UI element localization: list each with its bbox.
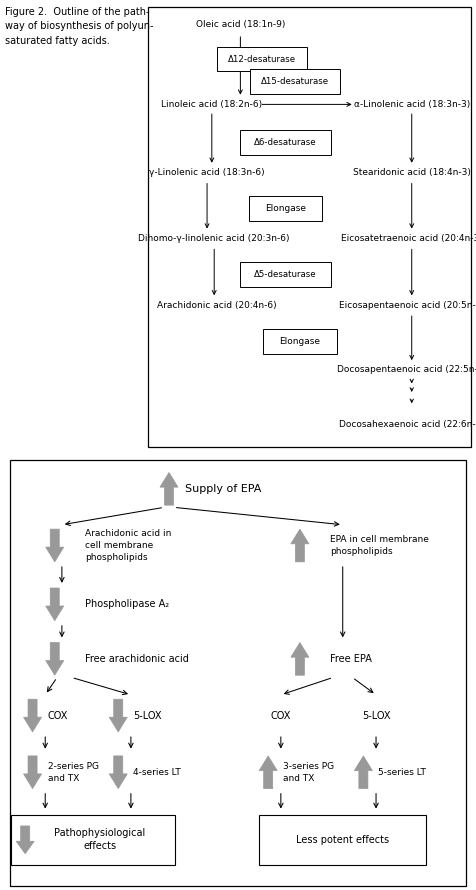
Text: Oleic acid (18:1n-9): Oleic acid (18:1n-9) <box>196 20 285 29</box>
Polygon shape <box>291 643 309 676</box>
Text: Figure 2.  Outline of the path-
way of biosynthesis of polyun-
saturated fatty a: Figure 2. Outline of the path- way of bi… <box>5 7 153 45</box>
FancyBboxPatch shape <box>263 328 337 354</box>
Polygon shape <box>23 756 41 789</box>
Text: α-Linolenic acid (18:3n-3): α-Linolenic acid (18:3n-3) <box>354 100 470 109</box>
Text: 5-series LT: 5-series LT <box>378 768 426 777</box>
Text: COX: COX <box>271 710 291 721</box>
Polygon shape <box>46 588 64 620</box>
Text: γ-Linolenic acid (18:3n-6): γ-Linolenic acid (18:3n-6) <box>149 168 265 177</box>
Polygon shape <box>259 756 277 789</box>
Text: Free EPA: Free EPA <box>330 654 372 664</box>
Text: 3-series PG
and TX: 3-series PG and TX <box>283 762 334 782</box>
Text: Elongase: Elongase <box>279 336 320 346</box>
Text: Docosapentaenoic acid (22:5n-3): Docosapentaenoic acid (22:5n-3) <box>337 366 476 375</box>
Text: Stearidonic acid (18:4n-3): Stearidonic acid (18:4n-3) <box>353 168 471 177</box>
Text: Δ15-desaturase: Δ15-desaturase <box>261 77 329 86</box>
Text: 5-LOX: 5-LOX <box>133 710 162 721</box>
Text: COX: COX <box>48 710 68 721</box>
Text: Phospholipase A₂: Phospholipase A₂ <box>85 599 169 610</box>
Text: Free arachidonic acid: Free arachidonic acid <box>85 654 189 664</box>
Polygon shape <box>46 530 64 562</box>
Polygon shape <box>354 756 372 789</box>
FancyBboxPatch shape <box>240 263 331 287</box>
Polygon shape <box>291 530 309 562</box>
Polygon shape <box>23 700 41 732</box>
Text: Docosahexaenoic acid (22:6n-3): Docosahexaenoic acid (22:6n-3) <box>339 420 476 429</box>
Polygon shape <box>160 473 178 506</box>
FancyBboxPatch shape <box>259 814 426 865</box>
Text: Eicosatetraenoic acid (20:4n-3): Eicosatetraenoic acid (20:4n-3) <box>341 234 476 243</box>
Text: Supply of EPA: Supply of EPA <box>185 484 261 494</box>
Text: Less potent effects: Less potent effects <box>296 835 389 845</box>
Text: Pathophysiological
effects: Pathophysiological effects <box>54 829 146 852</box>
Text: Elongase: Elongase <box>265 205 306 214</box>
FancyBboxPatch shape <box>10 460 466 886</box>
Text: Dihomo-γ-linolenic acid (20:3n-6): Dihomo-γ-linolenic acid (20:3n-6) <box>139 234 290 243</box>
Text: Arachidonic acid in
cell membrane
phospholipids: Arachidonic acid in cell membrane phosph… <box>85 530 171 562</box>
Polygon shape <box>46 643 64 676</box>
Text: 2-series PG
and TX: 2-series PG and TX <box>48 762 99 782</box>
Text: Arachidonic acid (20:4n-6): Arachidonic acid (20:4n-6) <box>157 301 277 310</box>
Text: EPA in cell membrane
phospholipids: EPA in cell membrane phospholipids <box>330 535 429 556</box>
Text: Δ5-desaturase: Δ5-desaturase <box>254 270 317 279</box>
FancyBboxPatch shape <box>240 131 331 156</box>
FancyBboxPatch shape <box>217 46 307 71</box>
FancyBboxPatch shape <box>248 197 323 222</box>
FancyBboxPatch shape <box>11 814 175 865</box>
Text: Linoleic acid (18:2n-6): Linoleic acid (18:2n-6) <box>161 100 262 109</box>
FancyBboxPatch shape <box>148 7 471 447</box>
Polygon shape <box>16 826 34 854</box>
Text: Eicosapentaenoic acid (20:5n-3): Eicosapentaenoic acid (20:5n-3) <box>339 301 476 310</box>
Text: 5-LOX: 5-LOX <box>362 710 390 721</box>
Text: Δ6-desaturase: Δ6-desaturase <box>254 139 317 148</box>
Text: 4-series LT: 4-series LT <box>133 768 181 777</box>
Polygon shape <box>109 756 127 789</box>
FancyBboxPatch shape <box>250 69 340 94</box>
Text: Δ12-desaturase: Δ12-desaturase <box>228 54 296 63</box>
Polygon shape <box>109 700 127 732</box>
